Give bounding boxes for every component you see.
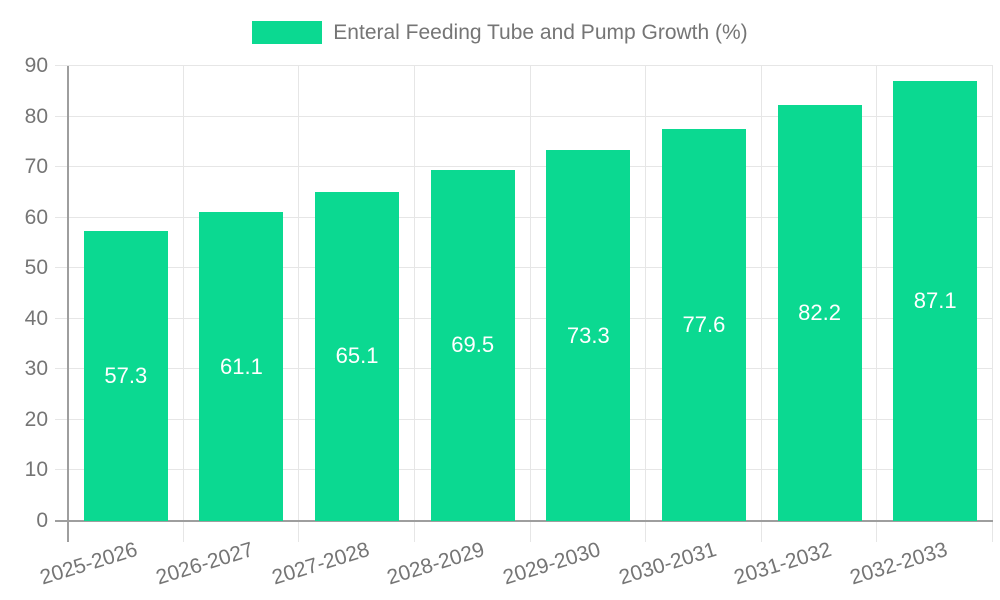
y-tick-label: 10 bbox=[24, 458, 48, 482]
y-axis-line bbox=[67, 66, 69, 542]
bar-value-label: 61.1 bbox=[220, 353, 263, 379]
y-tick-label: 60 bbox=[24, 205, 48, 229]
y-tick-label: 70 bbox=[24, 155, 48, 179]
x-gridline bbox=[992, 66, 993, 542]
legend-swatch bbox=[252, 21, 323, 44]
x-gridline bbox=[182, 66, 184, 542]
x-gridline bbox=[760, 66, 762, 542]
bar-value-label: 57.3 bbox=[104, 363, 148, 389]
bar-value-label: 87.1 bbox=[913, 287, 957, 313]
bar-value-label: 77.6 bbox=[682, 311, 726, 337]
x-axis-line bbox=[55, 520, 993, 522]
x-gridline bbox=[529, 66, 531, 542]
y-tick-label: 0 bbox=[36, 509, 48, 532]
bar bbox=[546, 150, 631, 521]
y-tick-label: 20 bbox=[24, 407, 48, 431]
y-tick-label: 50 bbox=[24, 256, 48, 280]
y-gridline bbox=[55, 368, 993, 370]
legend[interactable]: Enteral Feeding Tube and Pump Growth (%) bbox=[0, 20, 1000, 45]
bar bbox=[430, 169, 515, 521]
legend-label: Enteral Feeding Tube and Pump Growth (%) bbox=[333, 21, 748, 44]
x-tick-label: 2032-2033 bbox=[847, 538, 950, 590]
y-gridline bbox=[55, 65, 993, 66]
bar bbox=[893, 80, 978, 521]
y-gridline bbox=[55, 469, 993, 471]
y-gridline bbox=[55, 267, 993, 269]
bar bbox=[315, 191, 400, 521]
y-gridline bbox=[55, 166, 993, 168]
x-gridline bbox=[876, 66, 878, 542]
x-tick-label: 2031-2032 bbox=[731, 538, 835, 590]
bar bbox=[83, 231, 168, 521]
x-tick-label: 2026-2027 bbox=[153, 538, 257, 590]
bar-value-label: 73.3 bbox=[566, 322, 610, 348]
y-gridline bbox=[55, 216, 993, 218]
y-tick-label: 30 bbox=[24, 357, 48, 381]
x-tick-label: 2027-2028 bbox=[269, 538, 372, 590]
bar-value-label: 82.2 bbox=[798, 300, 841, 326]
x-gridline bbox=[645, 66, 647, 542]
y-gridline bbox=[55, 317, 993, 319]
y-tick-label: 40 bbox=[24, 306, 48, 330]
y-gridline bbox=[55, 115, 993, 117]
x-tick-label: 2028-2029 bbox=[384, 538, 488, 590]
x-tick-label: 2025-2026 bbox=[37, 538, 141, 590]
x-tick-label: 2030-2031 bbox=[615, 538, 719, 590]
y-gridline bbox=[55, 418, 993, 420]
x-gridline bbox=[413, 66, 415, 542]
x-gridline bbox=[298, 66, 300, 542]
bar bbox=[777, 105, 862, 521]
y-tick-label: 80 bbox=[24, 104, 48, 128]
bar-value-label: 65.1 bbox=[335, 343, 379, 369]
bar bbox=[199, 212, 284, 521]
y-tick-label: 90 bbox=[24, 54, 48, 77]
x-tick-label: 2029-2030 bbox=[500, 538, 604, 590]
bar-value-label: 69.5 bbox=[451, 332, 495, 358]
bar bbox=[661, 128, 746, 521]
